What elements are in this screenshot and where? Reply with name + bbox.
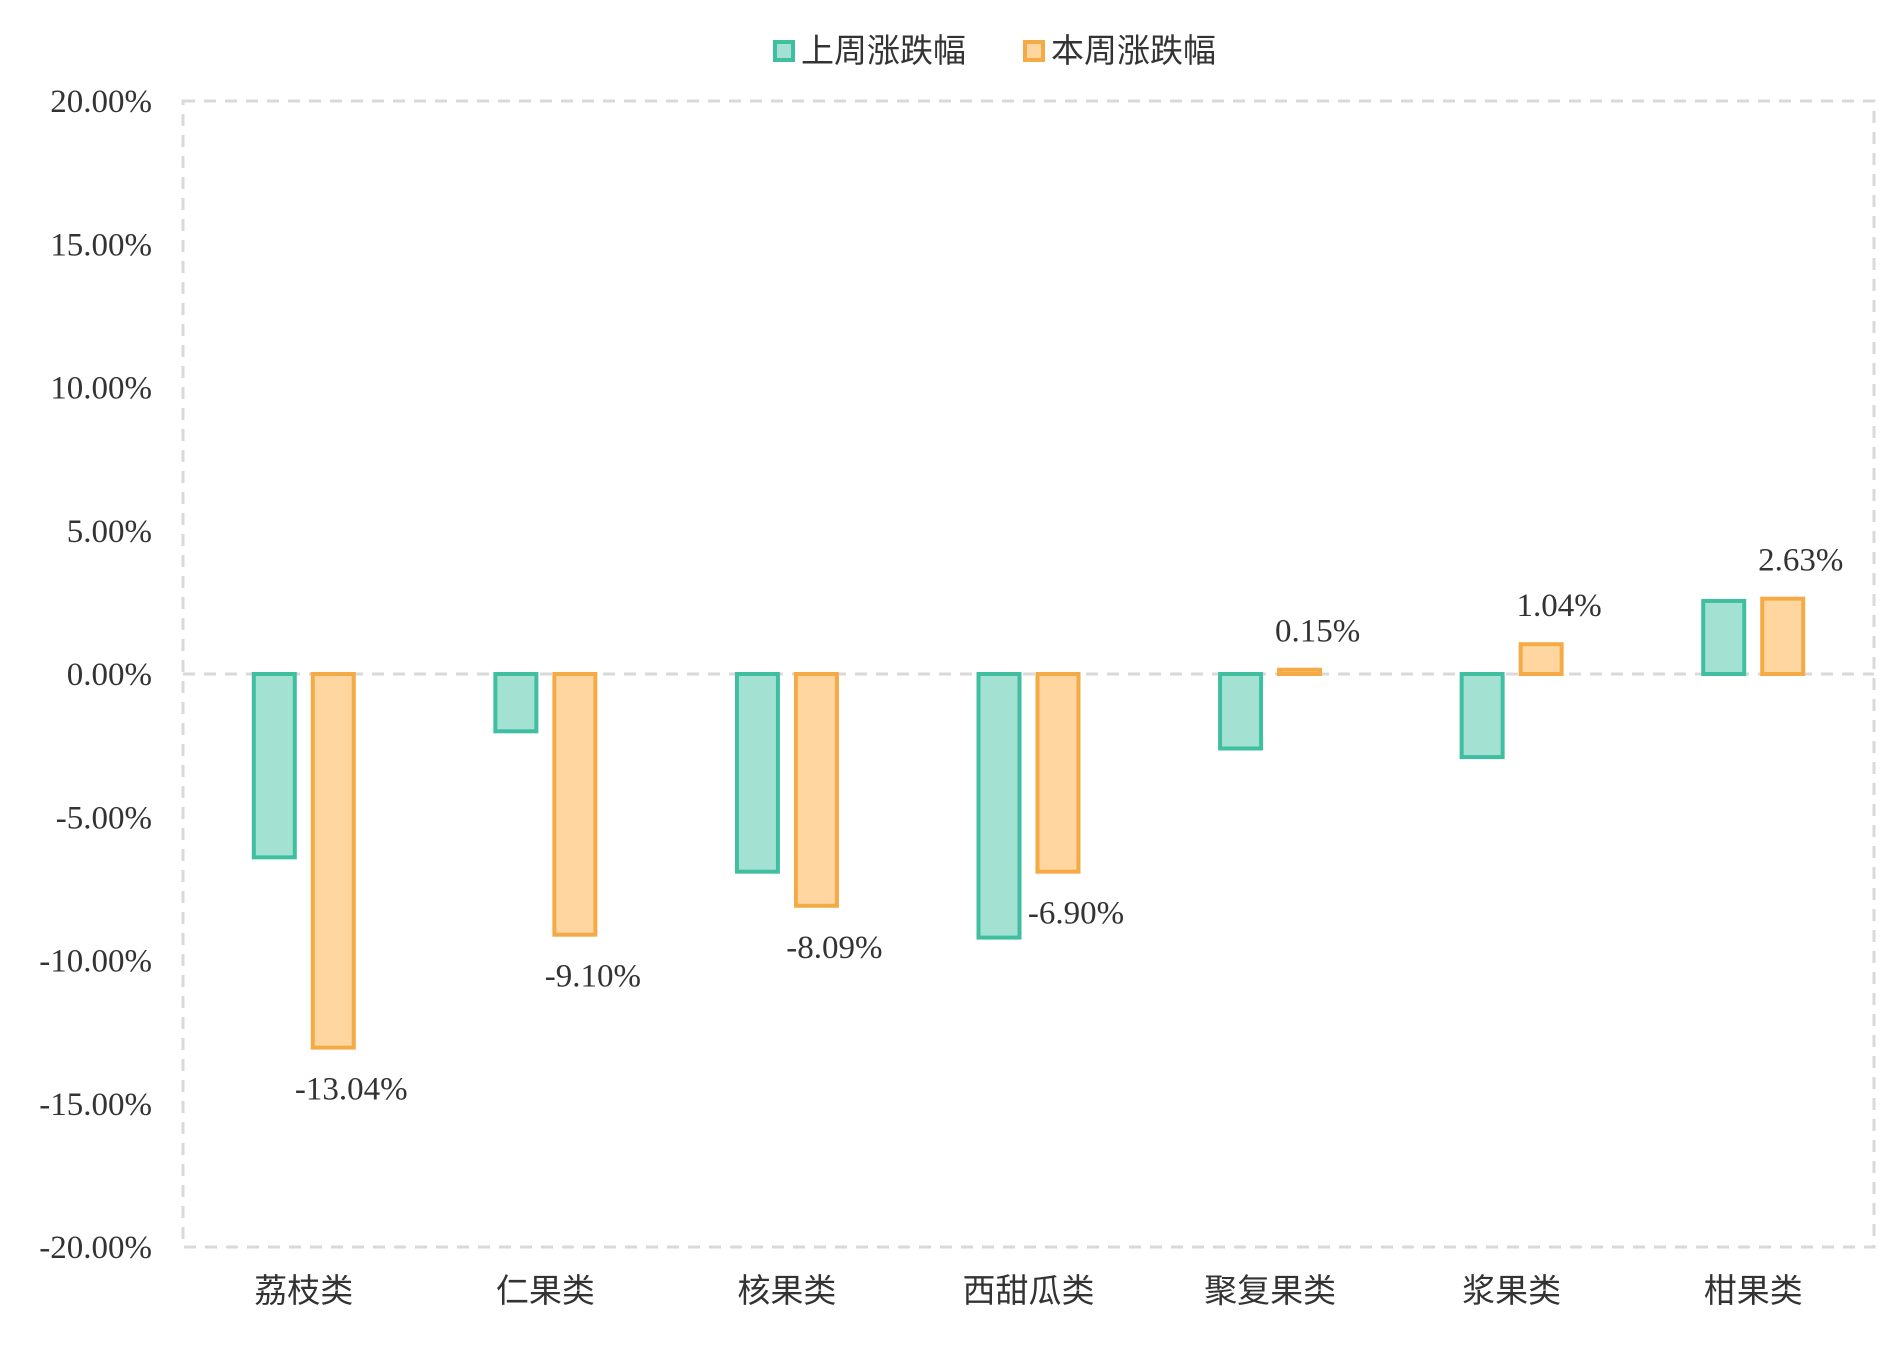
y-tick-label: -5.00% bbox=[56, 800, 152, 836]
bar-this-week bbox=[1760, 596, 1806, 677]
data-label: -8.09% bbox=[786, 930, 882, 966]
y-tick-label: -10.00% bbox=[39, 944, 152, 980]
y-tick-label: -20.00% bbox=[39, 1230, 152, 1266]
bar-this-week bbox=[552, 672, 598, 937]
bar-this-week bbox=[310, 672, 356, 1050]
y-tick-label: 15.00% bbox=[50, 227, 152, 263]
x-tick-label: 柑果类 bbox=[1704, 1271, 1803, 1310]
y-tick-label: 5.00% bbox=[67, 514, 152, 550]
y-tick-label: -15.00% bbox=[39, 1087, 152, 1123]
bar-last-week bbox=[251, 672, 297, 860]
plot-frame bbox=[181, 99, 1876, 1249]
bars bbox=[251, 596, 1806, 1050]
x-axis: 荔枝类 仁果类 核果类 西甜瓜类 聚复果类 浆果类 柑果类 bbox=[254, 1271, 1802, 1310]
data-label: 2.63% bbox=[1758, 543, 1843, 579]
x-tick-label: 荔枝类 bbox=[254, 1271, 353, 1310]
bar-last-week bbox=[976, 672, 1022, 940]
bar-last-week bbox=[1701, 598, 1747, 677]
legend: 上周涨跌幅 本周涨跌幅 bbox=[773, 31, 1216, 70]
x-tick-label: 浆果类 bbox=[1462, 1271, 1561, 1310]
y-tick-label: 0.00% bbox=[67, 657, 152, 693]
bar-this-week bbox=[1518, 642, 1564, 676]
bar-this-week bbox=[793, 672, 839, 908]
data-label: -13.04% bbox=[295, 1072, 408, 1108]
y-axis: 20.00% 15.00% 10.00% 5.00% 0.00% -5.00% -10.00… bbox=[39, 84, 152, 1266]
legend-swatch bbox=[773, 40, 795, 62]
bar-last-week bbox=[493, 672, 539, 734]
plot-border bbox=[181, 99, 1876, 1249]
bar-last-week bbox=[1459, 672, 1505, 760]
data-label: 1.04% bbox=[1517, 588, 1602, 624]
x-tick-label: 仁果类 bbox=[496, 1271, 595, 1310]
bar-this-week bbox=[1277, 667, 1323, 677]
data-label: -6.90% bbox=[1028, 896, 1124, 932]
bar-last-week bbox=[734, 672, 780, 874]
legend-label: 本周涨跌幅 bbox=[1051, 31, 1216, 70]
x-tick-label: 聚复果类 bbox=[1204, 1271, 1336, 1310]
data-label: 0.15% bbox=[1275, 614, 1360, 650]
data-label: -9.10% bbox=[545, 959, 641, 995]
legend-swatch bbox=[1023, 40, 1045, 62]
x-tick-label: 核果类 bbox=[737, 1271, 836, 1310]
y-tick-label: 20.00% bbox=[50, 84, 152, 120]
legend-label: 上周涨跌幅 bbox=[801, 31, 966, 70]
data-labels: -13.04% -9.10% -8.09% -6.90% 0.15% 1.04% 2.63% bbox=[295, 543, 1843, 1108]
bar-this-week bbox=[1035, 672, 1081, 874]
x-tick-label: 西甜瓜类 bbox=[963, 1271, 1095, 1310]
y-tick-label: 10.00% bbox=[50, 371, 152, 407]
bar-last-week bbox=[1218, 672, 1264, 751]
